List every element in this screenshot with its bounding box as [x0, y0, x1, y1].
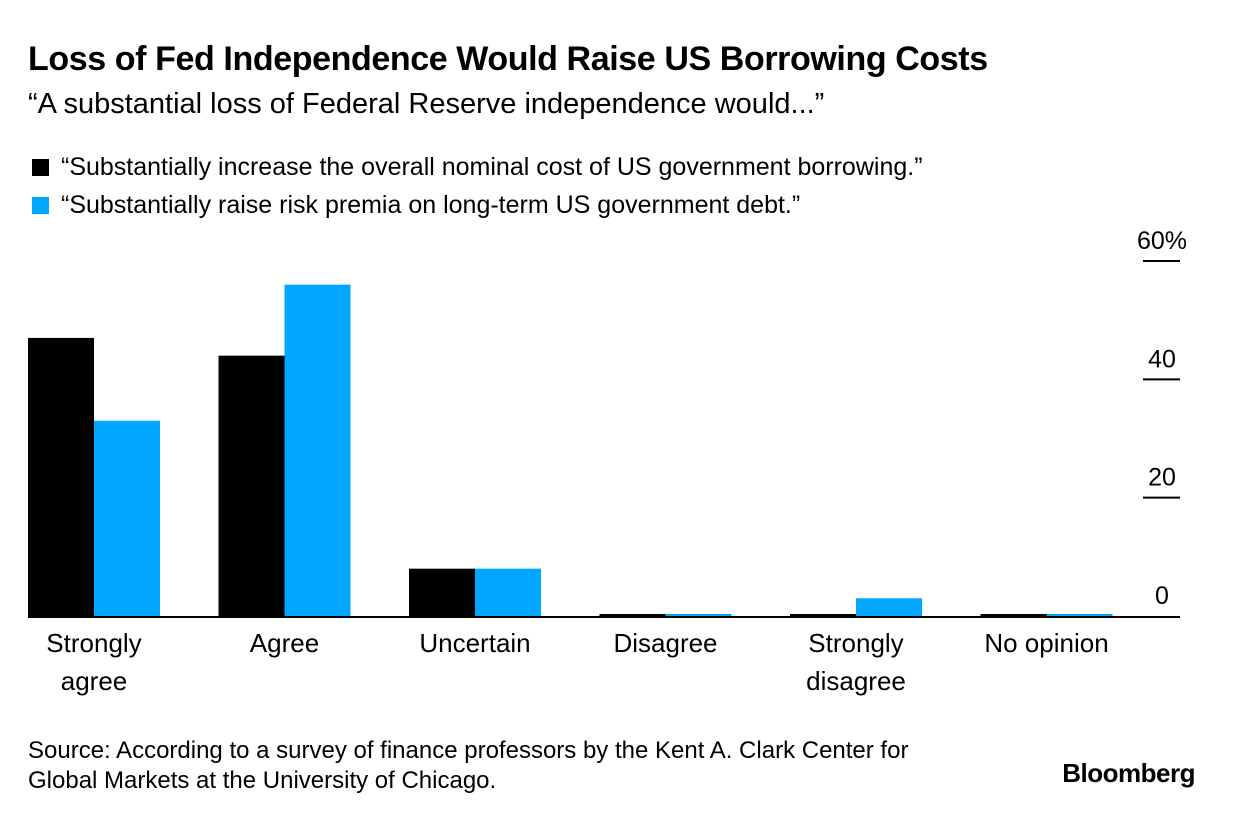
bar-2-2	[475, 568, 541, 616]
bar-2-4	[856, 598, 922, 616]
bloomberg-logo: Bloomberg	[1062, 758, 1195, 788]
bar-1-4	[790, 614, 856, 616]
bar-1-5	[980, 614, 1047, 616]
category-label-2: Uncertain	[419, 628, 530, 658]
bar-1-0	[28, 337, 94, 616]
category-label-4: Strongly disagree	[806, 628, 906, 696]
bar-1-3	[599, 614, 666, 616]
y-tick-label-3: 60%	[1137, 227, 1187, 255]
bar-1-1	[218, 355, 285, 616]
chart-title: Loss of Fed Independence Would Raise US …	[28, 40, 988, 78]
bar-2-0	[94, 420, 160, 616]
legend-swatch-series-1	[32, 158, 49, 176]
bar-2-1	[284, 284, 351, 616]
legend-item-series-1: “Substantially increase the overall nomi…	[32, 148, 923, 186]
category-label-1: Agree	[250, 628, 319, 658]
bar-1-2	[409, 568, 475, 616]
bar-2-3	[665, 614, 732, 616]
legend-label-series-2: “Substantially raise risk premia on long…	[61, 190, 801, 219]
legend-item-series-2: “Substantially raise risk premia on long…	[32, 186, 923, 224]
category-label-5: No opinion	[984, 628, 1108, 658]
category-label-3: Disagree	[613, 628, 717, 658]
legend: “Substantially increase the overall nomi…	[32, 148, 923, 224]
chart-subtitle: “A substantial loss of Federal Reserve i…	[28, 88, 825, 120]
bar-2-5	[1046, 614, 1113, 616]
legend-swatch-series-2	[32, 196, 49, 214]
legend-label-series-1: “Substantially increase the overall nomi…	[61, 152, 923, 181]
source-note: Source: According to a survey of finance…	[28, 737, 909, 794]
y-tick-label-0: 0	[1155, 582, 1169, 610]
y-tick-label-1: 20	[1148, 464, 1176, 492]
y-tick-label-2: 40	[1148, 345, 1176, 373]
category-label-0: Strongly agree	[46, 628, 141, 696]
